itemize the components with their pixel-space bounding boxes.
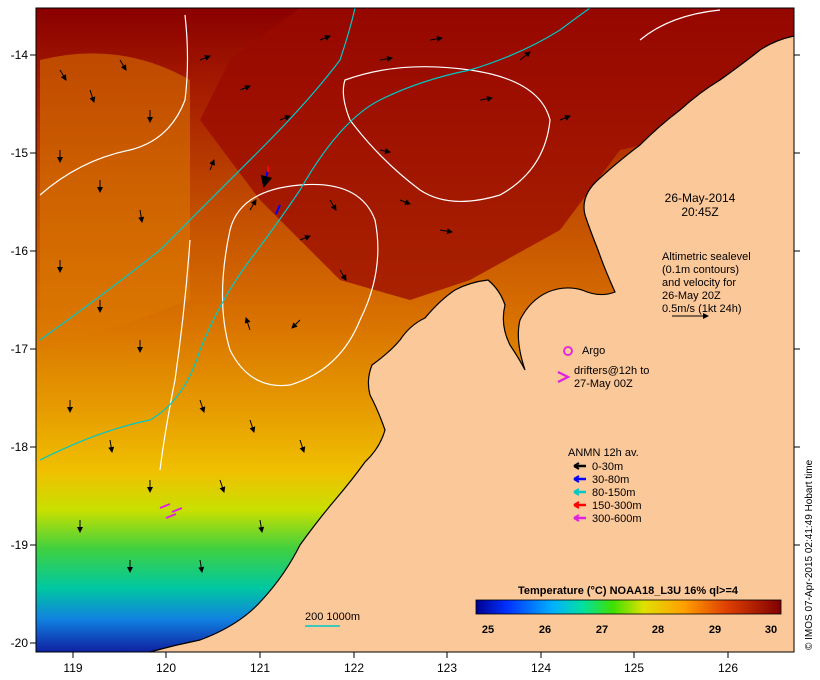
credit-text: © IMOS 07-Apr-2015 02:41:49 Hobart time — [804, 459, 815, 650]
sealevel-contours — [39, 9, 721, 471]
colorbar-tick: 29 — [709, 624, 721, 636]
drifters-line2: 27-May 00Z — [574, 378, 633, 390]
anmn-legend: ANMN 12h av. 0-30m 30-80m 80-150m 150-30… — [568, 447, 642, 525]
x-tick-label: 121 — [250, 661, 270, 675]
svg-text:0.5m/s (1kt 24h): 0.5m/s (1kt 24h) — [662, 303, 741, 315]
x-tick-label: 125 — [624, 661, 644, 675]
x-tick-label: 123 — [437, 661, 457, 675]
colorbar-tick: 26 — [539, 624, 551, 636]
svg-text:(0.1m contours): (0.1m contours) — [662, 264, 739, 276]
colorbar-tick: 27 — [596, 624, 608, 636]
x-tick-label: 124 — [531, 661, 551, 675]
y-tick-label: -18 — [11, 440, 29, 454]
timestamp-time: 20:45Z — [681, 205, 718, 219]
x-tick-label: 122 — [344, 661, 364, 675]
colorbar-tick: 30 — [765, 624, 777, 636]
colorbar-tick: 28 — [652, 624, 664, 636]
svg-text:and velocity for: and velocity for — [662, 277, 736, 289]
anmn-item: 0-30m — [592, 461, 623, 473]
y-tick-label: -14 — [11, 48, 29, 62]
x-tick-label: 119 — [63, 661, 82, 675]
anmn-item: 300-600m — [592, 513, 642, 525]
colorbar-tick: 25 — [482, 624, 494, 636]
y-tick-label: -15 — [11, 146, 29, 160]
argo-label: Argo — [582, 345, 605, 357]
colorbar: Temperature (°C) NOAA18_L3U 16% ql>=4 25… — [475, 585, 782, 636]
y-axis: -14 -15 -16 -17 -18 -19 -20 — [11, 48, 800, 650]
drifter-marker — [557, 371, 571, 383]
warm-core — [200, 8, 794, 300]
argo-marker — [563, 346, 573, 356]
isobaths — [39, 8, 591, 461]
svg-text:Altimetric sealevel: Altimetric sealevel — [662, 251, 751, 263]
depth-legend-label: 200 1000m — [305, 611, 360, 623]
velocity-arrows — [57, 35, 571, 573]
x-tick-label: 120 — [156, 661, 176, 675]
colorbar-title: Temperature (°C) NOAA18_L3U 16% ql>=4 — [518, 585, 739, 597]
drifters-line1: drifters@12h to — [574, 365, 649, 377]
land-mass — [150, 8, 794, 652]
anmn-item: 150-300m — [592, 500, 642, 512]
altimetry-note: Altimetric sealevel (0.1m contours) and … — [662, 251, 751, 319]
svg-text:26-May 20Z: 26-May 20Z — [662, 290, 721, 302]
anmn-item: 30-80m — [592, 474, 629, 486]
anmn-title: ANMN 12h av. — [568, 447, 639, 459]
anmn-item: 80-150m — [592, 487, 635, 499]
y-tick-label: -20 — [11, 636, 29, 650]
y-tick-label: -19 — [11, 538, 29, 552]
x-tick-label: 126 — [718, 661, 738, 675]
y-tick-label: -16 — [11, 244, 29, 258]
x-axis: 119 120 121 122 123 124 125 126 — [63, 652, 738, 675]
y-tick-label: -17 — [11, 342, 29, 356]
timestamp-date: 26-May-2014 — [665, 191, 736, 205]
